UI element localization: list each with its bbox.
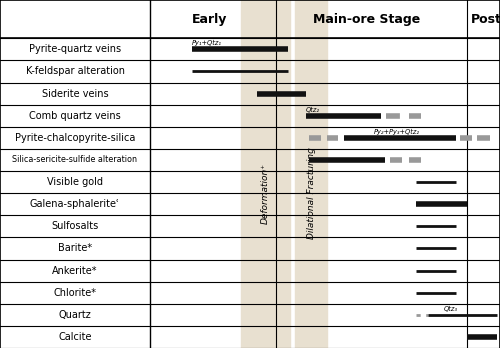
Text: Qtz₃: Qtz₃ [444, 306, 458, 312]
Text: Pyrite-chalcopyrite-silica: Pyrite-chalcopyrite-silica [15, 133, 135, 143]
Bar [295, 0, 327, 38]
Text: Py₂+Py₃+Qtz₂: Py₂+Py₃+Qtz₂ [374, 129, 420, 135]
Text: Chlorite*: Chlorite* [54, 288, 96, 298]
Text: Silica-sericite-sulfide alteration: Silica-sericite-sulfide alteration [12, 156, 138, 165]
Text: Sulfosalts: Sulfosalts [52, 221, 98, 231]
Text: Main-ore Stage: Main-ore Stage [314, 13, 420, 26]
Text: Deformation⁺: Deformation⁺ [261, 163, 270, 224]
Text: Visible gold: Visible gold [47, 177, 103, 187]
Text: Early: Early [192, 13, 227, 26]
Text: Pyrite-quartz veins: Pyrite-quartz veins [29, 44, 121, 54]
Text: Calcite: Calcite [58, 332, 92, 342]
Text: Galena-sphaleriteʿ: Galena-sphaleriteʿ [30, 199, 120, 209]
Bar [295, 38, 327, 348]
Text: Comb quartz veins: Comb quartz veins [29, 111, 121, 121]
Text: Dilational Fracturing: Dilational Fracturing [306, 147, 316, 239]
Text: Barite*: Barite* [58, 244, 92, 253]
Text: Post: Post [470, 13, 500, 26]
Bar [241, 38, 290, 348]
Bar [241, 0, 290, 38]
Text: Ankerite*: Ankerite* [52, 266, 98, 276]
Text: Siderite veins: Siderite veins [42, 89, 108, 98]
Text: K-feldspar alteration: K-feldspar alteration [26, 66, 124, 77]
Text: Py₁+Qtz₁: Py₁+Qtz₁ [192, 40, 222, 47]
Text: Quartz: Quartz [58, 310, 92, 320]
Text: Qtz₂: Qtz₂ [306, 107, 320, 113]
